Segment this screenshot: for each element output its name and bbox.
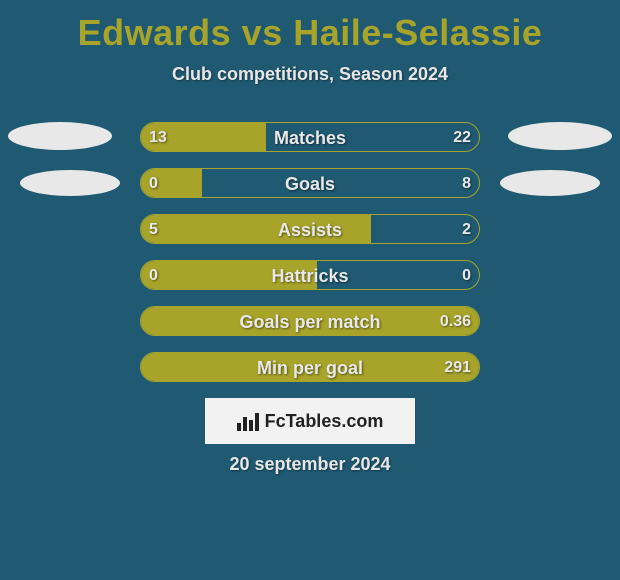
value-left: 13 bbox=[149, 123, 167, 152]
value-right: 291 bbox=[444, 353, 471, 382]
bar-track: 5 Assists 2 bbox=[140, 214, 480, 244]
bar-track: 13 Matches 22 bbox=[140, 122, 480, 152]
value-left: 0 bbox=[149, 261, 158, 290]
stat-row: 0 Goals 8 bbox=[0, 168, 620, 198]
value-left: 0 bbox=[149, 169, 158, 198]
bar-track: Goals per match 0.36 bbox=[140, 306, 480, 336]
page-title: Edwards vs Haile-Selassie bbox=[0, 0, 620, 54]
value-right: 22 bbox=[453, 123, 471, 152]
footer-date: 20 september 2024 bbox=[0, 454, 620, 475]
stat-row: Min per goal 291 bbox=[0, 352, 620, 382]
value-right: 2 bbox=[462, 215, 471, 244]
stat-row: 5 Assists 2 bbox=[0, 214, 620, 244]
stat-row: 0 Hattricks 0 bbox=[0, 260, 620, 290]
bar-track: 0 Goals 8 bbox=[140, 168, 480, 198]
bar-left-fill bbox=[141, 261, 317, 289]
value-right: 0.36 bbox=[440, 307, 471, 336]
subtitle: Club competitions, Season 2024 bbox=[0, 64, 620, 85]
comparison-chart: 13 Matches 22 0 Goals 8 5 Assists 2 0 Ha… bbox=[0, 122, 620, 398]
stat-row: 13 Matches 22 bbox=[0, 122, 620, 152]
bar-chart-icon bbox=[237, 411, 259, 431]
value-right: 8 bbox=[462, 169, 471, 198]
bar-left-fill bbox=[141, 353, 479, 381]
bar-track: 0 Hattricks 0 bbox=[140, 260, 480, 290]
bar-left-fill bbox=[141, 215, 371, 243]
value-left: 5 bbox=[149, 215, 158, 244]
brand-text: FcTables.com bbox=[265, 411, 384, 432]
bar-left-fill bbox=[141, 307, 479, 335]
value-right: 0 bbox=[462, 261, 471, 290]
brand-link[interactable]: FcTables.com bbox=[205, 398, 415, 444]
stat-row: Goals per match 0.36 bbox=[0, 306, 620, 336]
bar-track: Min per goal 291 bbox=[140, 352, 480, 382]
